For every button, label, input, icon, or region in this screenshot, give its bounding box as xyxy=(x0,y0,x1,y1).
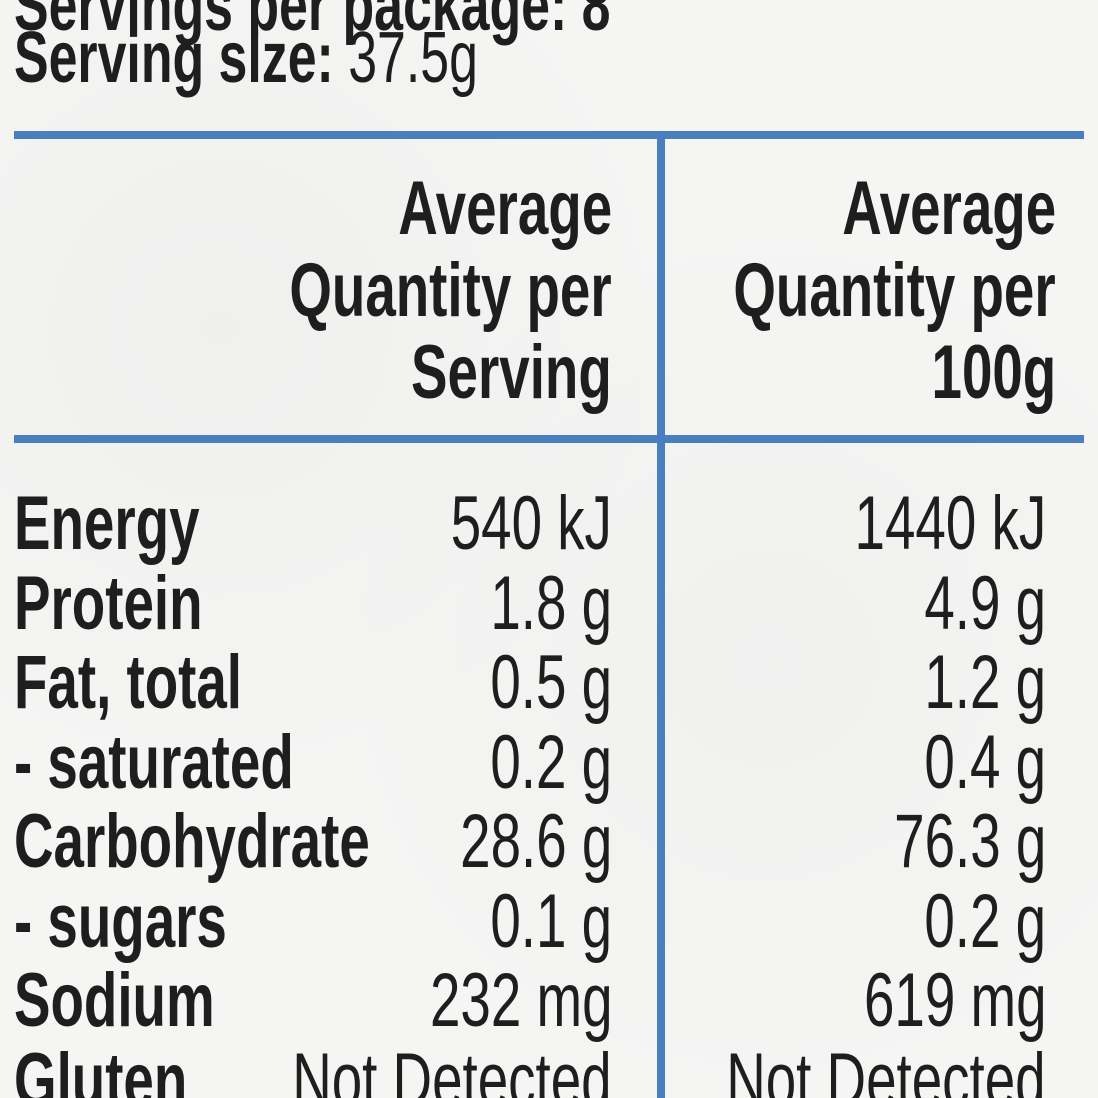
per-100g-value: Not Detected xyxy=(726,1037,1046,1098)
nutrient-name: - sugars xyxy=(14,878,227,964)
header-bottom-rule xyxy=(14,435,1084,443)
nutrient-row-carbohydrate: Carbohydrate 28.6 g 76.3 g xyxy=(0,799,1098,886)
serving-size-value: 37.5g xyxy=(348,18,478,98)
per-100g-value: 0.2 g xyxy=(924,878,1046,964)
per-serving-value: 232 mg xyxy=(429,958,612,1043)
per-serving-value: 1.8 g xyxy=(490,560,612,646)
nutrient-row-sugars: - sugars 0.1 g 0.2 g xyxy=(0,878,1098,966)
column-heading-per-100g: Average Quantity per 100g xyxy=(733,166,1056,415)
nutrient-name: Carbohydrate xyxy=(14,799,370,884)
nutrient-row-sodium: Sodium 232 mg 619 mg xyxy=(0,958,1098,1045)
nutrient-row-fat-total: Fat, total 0.5 g 1.2 g xyxy=(0,640,1098,727)
nutrient-name: - saturated xyxy=(14,719,294,805)
per-serving-value: Not Detected xyxy=(292,1037,612,1098)
per-serving-value: 0.1 g xyxy=(490,878,612,964)
per-100g-value: 619 mg xyxy=(863,958,1046,1043)
nutrient-name: Sodium xyxy=(14,958,215,1043)
per-serving-value: 0.5 g xyxy=(490,640,612,725)
nutrient-name: Protein xyxy=(14,560,203,646)
column-heading-per-serving: Average Quantity per Serving xyxy=(289,166,612,415)
per-100g-value: 76.3 g xyxy=(893,799,1046,884)
nutrient-row-protein: Protein 1.8 g 4.9 g xyxy=(0,560,1098,648)
nutrient-name: Energy xyxy=(14,481,200,566)
nutrient-row-gluten: Gluten Not Detected Not Detected xyxy=(0,1037,1098,1098)
nutrient-name: Fat, total xyxy=(14,640,242,725)
servings-per-package-text: Servings per package: 8 xyxy=(14,0,611,46)
per-100g-value: 1440 kJ xyxy=(854,481,1046,566)
nutrient-row-saturated: - saturated 0.2 g 0.4 g xyxy=(0,719,1098,807)
nutrient-name: Gluten xyxy=(14,1037,188,1098)
column-divider xyxy=(657,135,665,1098)
per-100g-value: 1.2 g xyxy=(924,640,1046,725)
nutrient-row-energy: Energy 540 kJ 1440 kJ xyxy=(0,481,1098,568)
per-100g-value: 4.9 g xyxy=(924,560,1046,646)
header-top-rule xyxy=(14,131,1084,139)
per-serving-value: 28.6 g xyxy=(459,799,612,884)
per-100g-value: 0.4 g xyxy=(924,719,1046,805)
nutrient-table: Energy 540 kJ 1440 kJ Protein 1.8 g 4.9 … xyxy=(0,481,1098,1098)
serving-size-label: Serving size: xyxy=(14,18,334,98)
per-serving-value: 540 kJ xyxy=(450,481,612,566)
serving-size-row: Serving size: 37.5g xyxy=(14,22,658,94)
per-serving-value: 0.2 g xyxy=(490,719,612,805)
